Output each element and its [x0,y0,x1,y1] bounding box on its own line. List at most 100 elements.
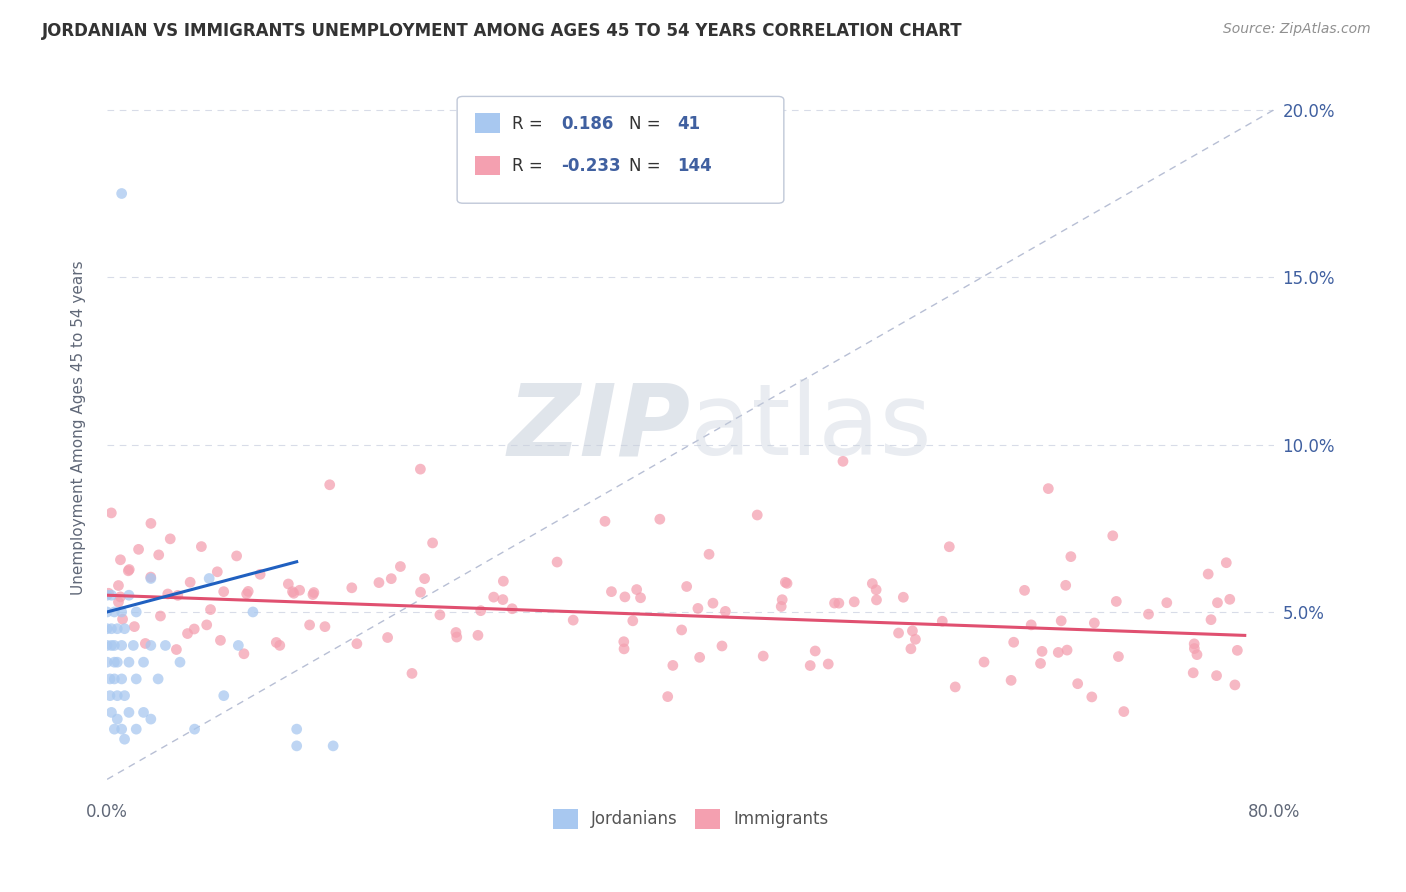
Point [775,575,797,590]
Point [122,639,145,653]
Point [1182,637,1205,651]
Point [710,639,733,653]
Point [470,604,492,618]
Point [132,655,155,669]
Point [1031,644,1053,658]
Point [1066,676,1088,690]
Point [103,672,125,686]
Point [100,706,122,720]
Point [413,572,436,586]
Point [225,549,247,563]
Text: 41: 41 [678,115,700,133]
Point [207,565,229,579]
Point [139,570,162,584]
Point [686,601,709,615]
Point [689,650,711,665]
Point [377,631,399,645]
Point [1197,567,1219,582]
Point [630,591,652,605]
Point [1060,549,1083,564]
Point [103,722,125,736]
Point [159,532,181,546]
Point [1105,594,1128,608]
Point [368,575,391,590]
Point [105,655,128,669]
Point [900,641,922,656]
Point [281,584,304,599]
Text: 0.186: 0.186 [561,115,613,133]
Point [179,575,201,590]
Point [302,585,325,599]
Point [1205,668,1227,682]
Point [100,506,122,520]
Y-axis label: Unemployment Among Ages 45 to 54 years: Unemployment Among Ages 45 to 54 years [72,260,86,595]
Point [183,722,205,736]
Point [134,636,156,650]
Point [1223,678,1246,692]
Point [662,658,685,673]
Point [621,614,644,628]
Point [1182,665,1205,680]
Point [865,582,887,597]
Point [401,666,423,681]
Point [118,562,141,576]
Point [1199,613,1222,627]
Point [346,637,368,651]
Point [657,690,679,704]
Point [169,655,191,669]
Point [322,739,344,753]
Point [118,588,141,602]
Point [125,672,148,686]
Text: -0.233: -0.233 [561,157,620,176]
Point [190,540,212,554]
Point [380,572,402,586]
Point [103,639,125,653]
Point [105,712,128,726]
Point [105,689,128,703]
Point [429,607,451,622]
Point [389,559,412,574]
Point [288,583,311,598]
Point [943,680,966,694]
Point [824,596,846,610]
Point [1226,643,1249,657]
Point [1029,657,1052,671]
Point [860,576,883,591]
Point [232,647,254,661]
Point [149,609,172,624]
Point [1101,529,1123,543]
Point [283,586,305,600]
Point [212,584,235,599]
Point [103,655,125,669]
Point [1002,635,1025,649]
Point [593,514,616,528]
Point [285,739,308,753]
Point [702,596,724,610]
Point [752,649,775,664]
Point [100,639,122,653]
Text: 144: 144 [678,157,713,176]
Point [828,596,851,610]
Point [156,587,179,601]
Point [613,641,636,656]
Point [482,590,505,604]
Text: Source: ZipAtlas.com: Source: ZipAtlas.com [1223,22,1371,37]
Point [600,584,623,599]
Point [132,706,155,720]
Point [96,655,118,669]
Point [110,590,132,604]
Point [114,732,136,747]
Point [648,512,671,526]
Point [409,585,432,599]
FancyBboxPatch shape [475,156,501,175]
Text: atlas: atlas [690,379,932,476]
Point [103,605,125,619]
Point [98,672,121,686]
Legend: Jordanians, Immigrants: Jordanians, Immigrants [546,802,835,836]
Text: N =: N = [628,157,665,176]
Point [747,508,769,522]
Point [155,639,177,653]
Point [146,672,169,686]
Point [139,572,162,586]
Point [1206,596,1229,610]
